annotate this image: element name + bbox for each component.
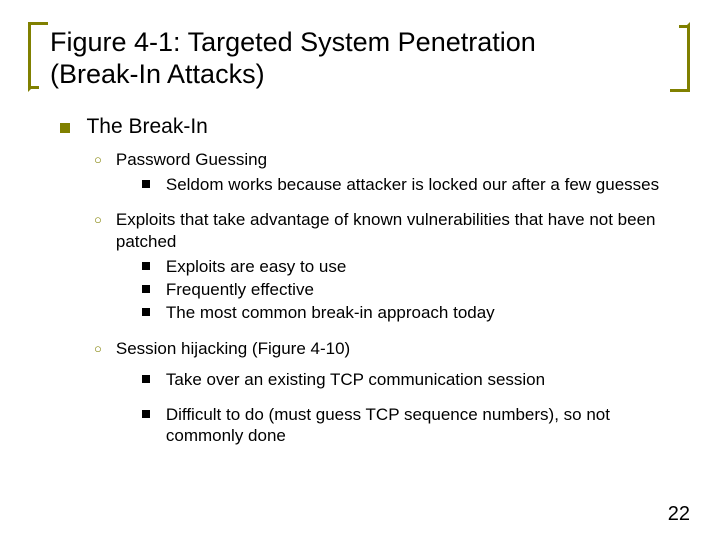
square-small-bullet-icon: [142, 285, 150, 293]
level3-text: Exploits are easy to use: [166, 256, 346, 277]
level1-item: The Break-In: [40, 115, 686, 139]
level1-text: The Break-In: [86, 115, 207, 138]
square-small-bullet-icon: [142, 180, 150, 188]
level3-text: Seldom works because attacker is locked …: [166, 174, 659, 195]
level2-item: ○ Session hijacking (Figure 4-10) Take o…: [94, 338, 686, 449]
level2-body: Exploits that take advantage of known vu…: [116, 209, 686, 325]
title-line-1: Figure 4-1: Targeted System Penetration: [50, 27, 536, 57]
level2-body: Session hijacking (Figure 4-10) Take ove…: [116, 338, 686, 449]
level3-item: Difficult to do (must guess TCP sequence…: [116, 404, 686, 447]
square-small-bullet-icon: [142, 375, 150, 383]
level3-text: Take over an existing TCP communication …: [166, 369, 545, 390]
level2-item: ○ Password Guessing Seldom works because…: [94, 149, 686, 198]
level3-item: The most common break-in approach today: [116, 302, 686, 323]
bracket-left-decoration: [28, 22, 48, 92]
level3-text: Difficult to do (must guess TCP sequence…: [166, 404, 686, 447]
circle-bullet-icon: ○: [94, 341, 102, 449]
level3-list: Exploits are easy to use Frequently effe…: [116, 256, 686, 324]
level3-item: Seldom works because attacker is locked …: [116, 174, 686, 195]
level2-text: Exploits that take advantage of known vu…: [116, 209, 686, 252]
circle-bullet-icon: ○: [94, 152, 102, 198]
square-small-bullet-icon: [142, 262, 150, 270]
level2-body: Password Guessing Seldom works because a…: [116, 149, 686, 198]
level3-text: The most common break-in approach today: [166, 302, 495, 323]
title-line-2: (Break-In Attacks): [50, 59, 265, 89]
level2-list: ○ Password Guessing Seldom works because…: [40, 149, 686, 449]
level3-item: Exploits are easy to use: [116, 256, 686, 277]
title-container: Figure 4-1: Targeted System Penetration …: [34, 24, 686, 97]
slide-content: The Break-In ○ Password Guessing Seldom …: [34, 115, 686, 449]
level3-list: Seldom works because attacker is locked …: [116, 174, 686, 195]
page-number: 22: [668, 503, 690, 526]
square-bullet-icon: [60, 123, 70, 133]
square-small-bullet-icon: [142, 410, 150, 418]
slide-title: Figure 4-1: Targeted System Penetration …: [34, 24, 686, 97]
square-small-bullet-icon: [142, 308, 150, 316]
level3-item: Frequently effective: [116, 279, 686, 300]
level3-list: Take over an existing TCP communication …: [116, 369, 686, 447]
level3-item: Take over an existing TCP communication …: [116, 369, 686, 390]
level2-text: Session hijacking (Figure 4-10): [116, 338, 686, 359]
bracket-right-decoration: [670, 22, 690, 92]
level3-text: Frequently effective: [166, 279, 314, 300]
level2-text: Password Guessing: [116, 149, 686, 170]
level2-item: ○ Exploits that take advantage of known …: [94, 209, 686, 325]
circle-bullet-icon: ○: [94, 212, 102, 325]
